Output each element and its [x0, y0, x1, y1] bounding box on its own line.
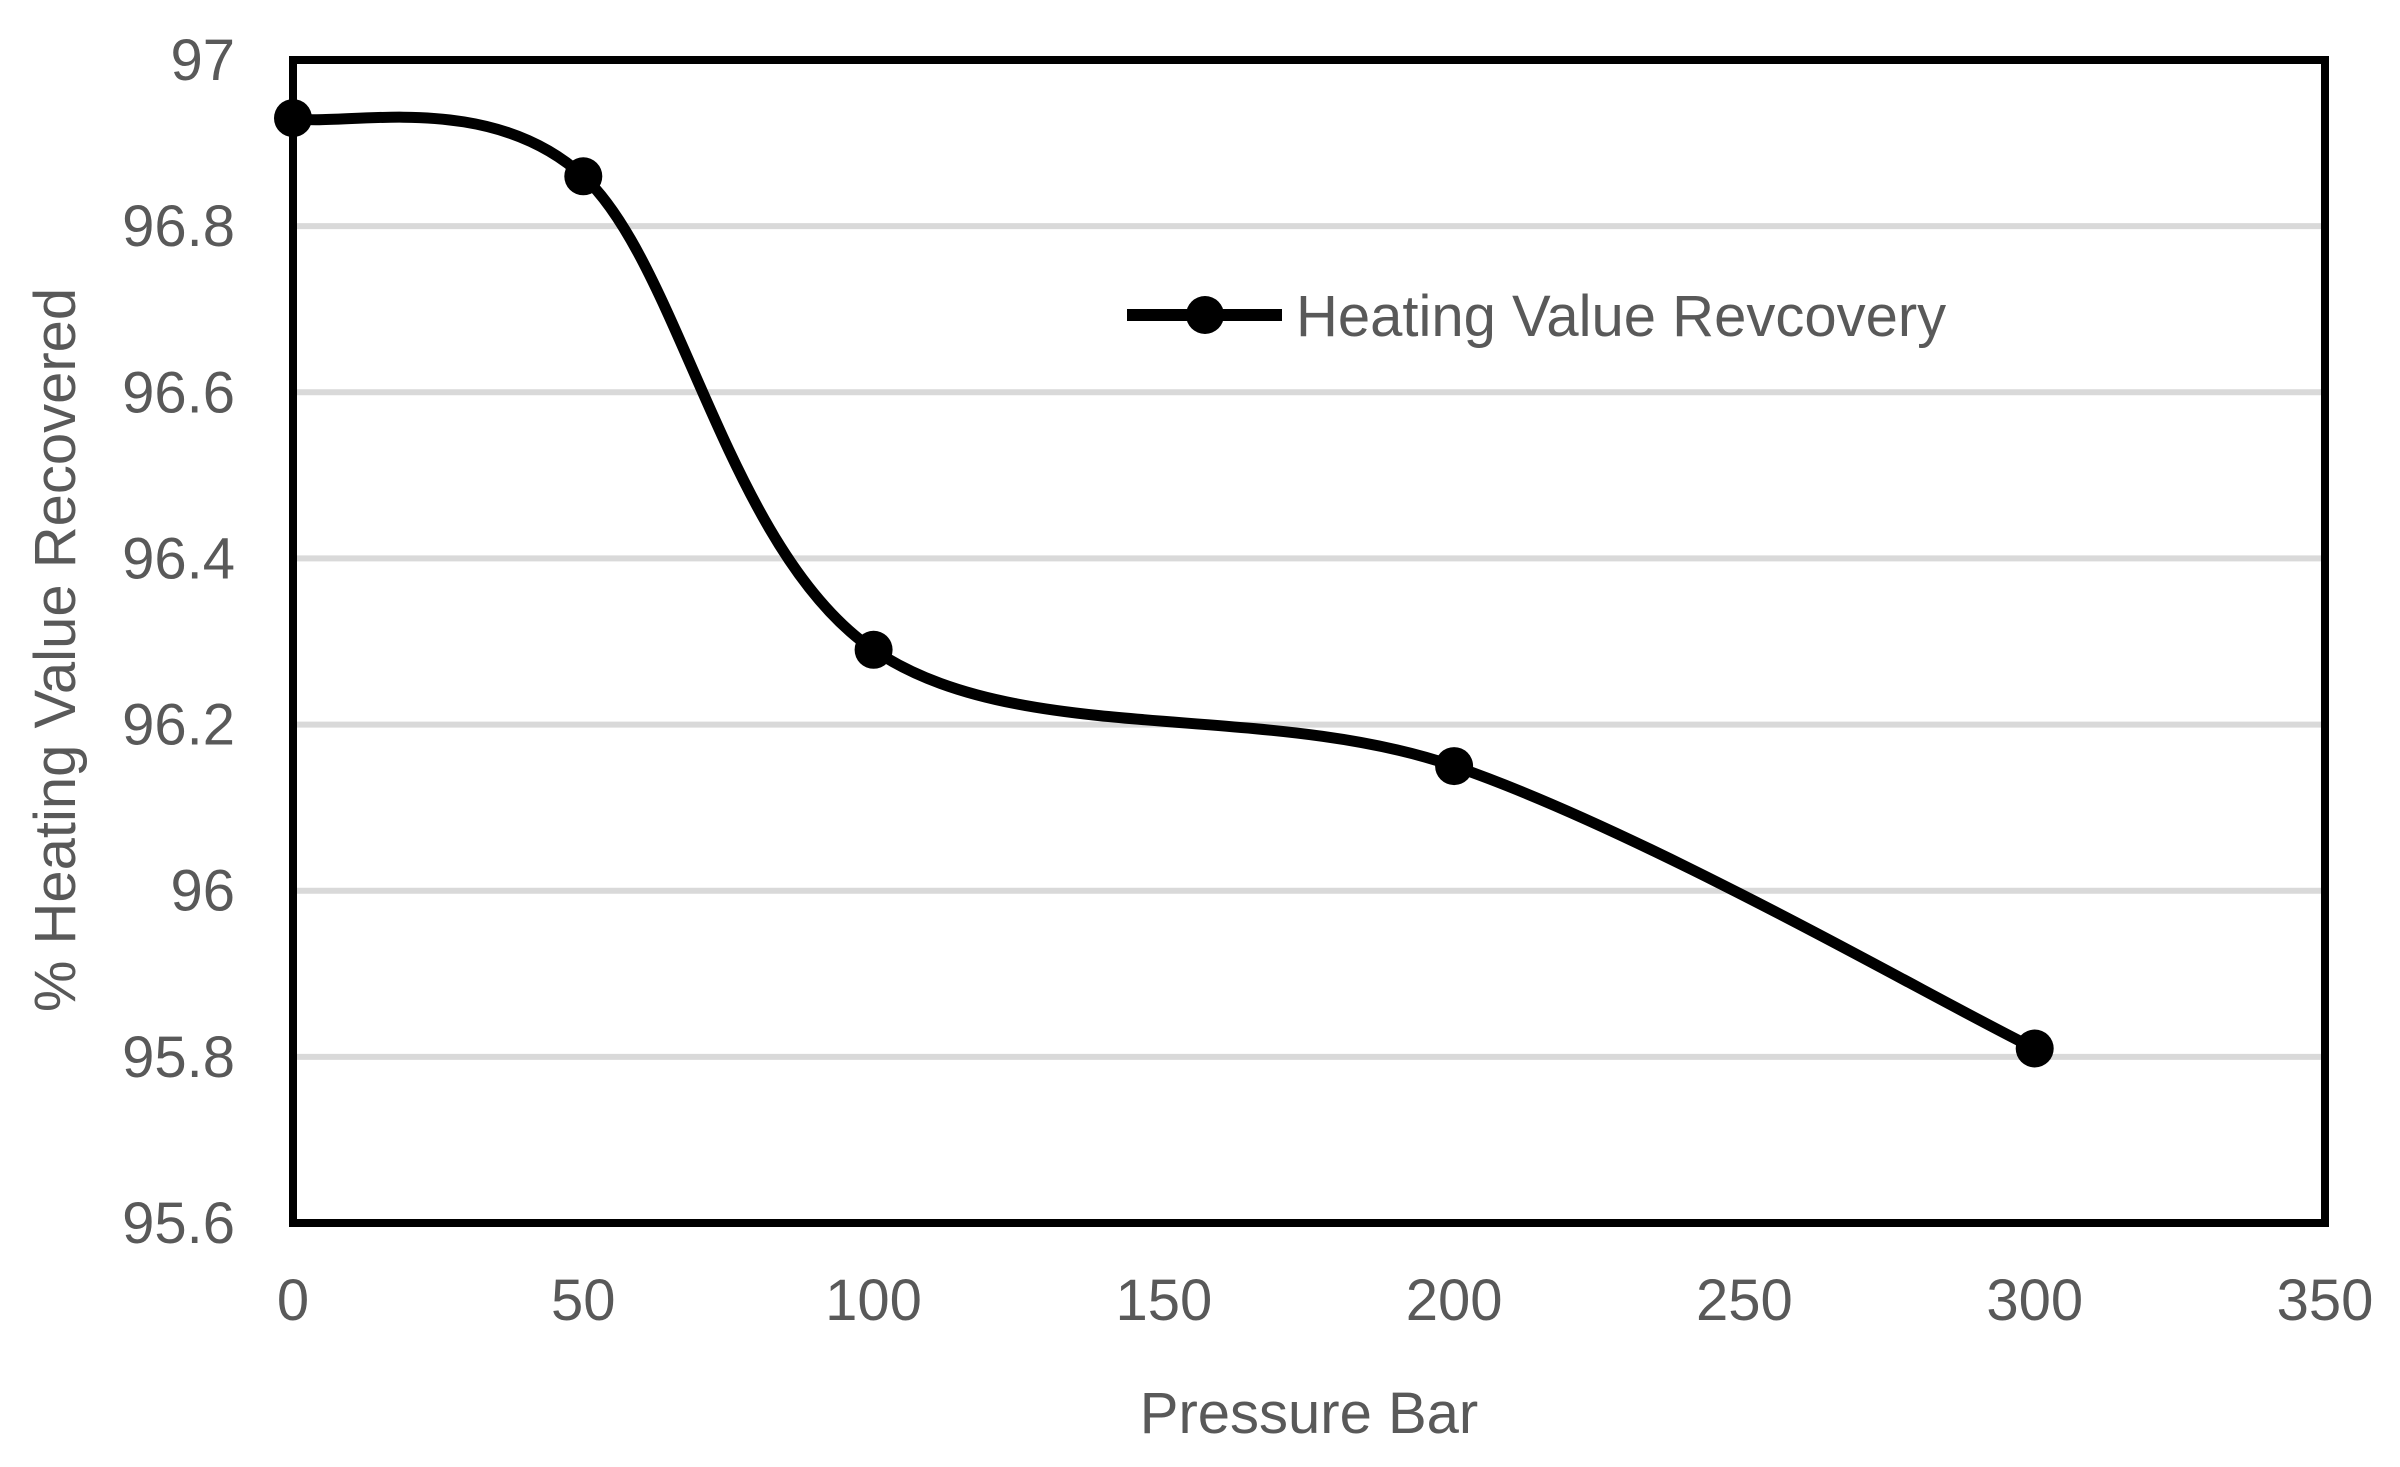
series-markers: [274, 99, 2054, 1068]
x-tick-label: 350: [2277, 1268, 2374, 1333]
x-tick-label: 200: [1406, 1268, 1503, 1333]
legend-marker-point-icon: [1186, 296, 1224, 334]
y-tick-label: 96.4: [122, 526, 235, 591]
legend-label: Heating Value Revcovery: [1296, 284, 1946, 349]
data-point-marker: [2015, 1029, 2054, 1068]
data-point-marker: [1435, 747, 1474, 786]
y-tick-label: 96: [170, 859, 235, 924]
x-axis-tick-labels: 0 50 100 150 200 250 300 350: [277, 1268, 2374, 1333]
data-point-marker: [564, 157, 603, 196]
x-tick-label: 50: [551, 1268, 616, 1333]
legend: Heating Value Revcovery: [1127, 284, 1946, 349]
x-tick-label: 150: [1115, 1268, 1212, 1333]
y-tick-label: 97: [170, 28, 235, 93]
gridlines: [293, 223, 2325, 1060]
x-axis-title: Pressure Bar: [1140, 1381, 1478, 1446]
y-tick-label: 95.8: [122, 1025, 235, 1090]
plot-border: [289, 56, 2329, 1227]
y-tick-label: 96.8: [122, 194, 235, 259]
data-point-marker: [274, 99, 312, 138]
x-tick-label: 250: [1696, 1268, 1793, 1333]
y-tick-label: 95.6: [122, 1191, 235, 1256]
y-axis-title: % Heating Value Recovered: [23, 288, 88, 1012]
y-tick-label: 96.2: [122, 693, 235, 758]
x-tick-label: 100: [825, 1268, 922, 1333]
x-tick-label: 0: [277, 1268, 309, 1333]
data-point-marker: [854, 630, 893, 669]
series-line: [287, 111, 2041, 1054]
x-tick-label: 300: [1986, 1268, 2083, 1333]
y-tick-label: 96.6: [122, 360, 235, 425]
y-axis-tick-labels: 95.6 95.8 96 96.2 96.4 96.6 96.8 97: [122, 28, 235, 1256]
